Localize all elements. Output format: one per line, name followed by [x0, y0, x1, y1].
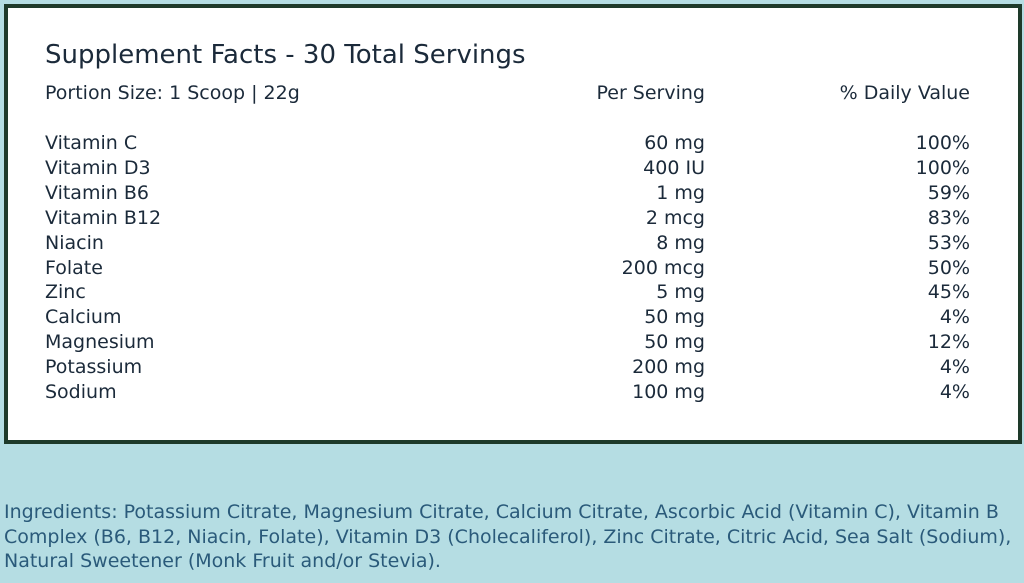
amount: 100 mg	[632, 381, 705, 403]
nutrient: Vitamin B6	[45, 181, 149, 204]
nutrient: Vitamin B12	[45, 206, 162, 229]
nutrient: Calcium	[45, 306, 122, 329]
daily-value: 100%	[915, 132, 970, 154]
daily-value: 45%	[927, 281, 970, 304]
nutrient: Potassium	[45, 356, 143, 379]
amount: 400 IU	[643, 156, 705, 179]
daily-value: 4%	[939, 381, 970, 403]
amount: 1 mg	[656, 181, 705, 204]
col-header: % Daily Value	[839, 82, 970, 104]
daily-value: 50%	[927, 256, 970, 279]
daily-value: 83%	[927, 206, 970, 229]
nutrient: Sodium	[45, 381, 117, 403]
amount: 8 mg	[656, 231, 705, 254]
daily-value: 100%	[915, 156, 970, 179]
amount: 50 mg	[644, 331, 705, 354]
daily-value: 59%	[927, 181, 970, 204]
nutrient: Folate	[45, 256, 103, 279]
daily-value: 4%	[939, 356, 970, 379]
col-header: Per Serving	[596, 82, 705, 104]
amount: 200 mcg	[621, 256, 705, 279]
title: Supplement Facts - 30 Total Servings	[45, 40, 526, 70]
amount: 5 mg	[656, 281, 705, 304]
daily-value: 4%	[939, 306, 970, 329]
nutrient: Niacin	[45, 231, 104, 254]
amount: 200 mg	[632, 356, 705, 379]
daily-value: 53%	[927, 231, 970, 254]
portion: Portion Size: 1 Scoop | 22g	[45, 82, 300, 104]
ingredients: Ingredients: Potassium Citrate, Magnesiu…	[4, 501, 1012, 572]
nutrient: Magnesium	[45, 331, 155, 354]
facts-panel: Supplement Facts - 30 Total Servings Por…	[4, 4, 1022, 444]
amount: 50 mg	[644, 306, 705, 329]
nutrient: Vitamin D3	[45, 156, 151, 179]
nutrient: Vitamin C	[45, 132, 138, 154]
amount: 60 mg	[644, 132, 705, 154]
nutrient: Zinc	[45, 281, 86, 304]
daily-value: 12%	[927, 331, 970, 354]
amount: 2 mcg	[645, 206, 705, 229]
